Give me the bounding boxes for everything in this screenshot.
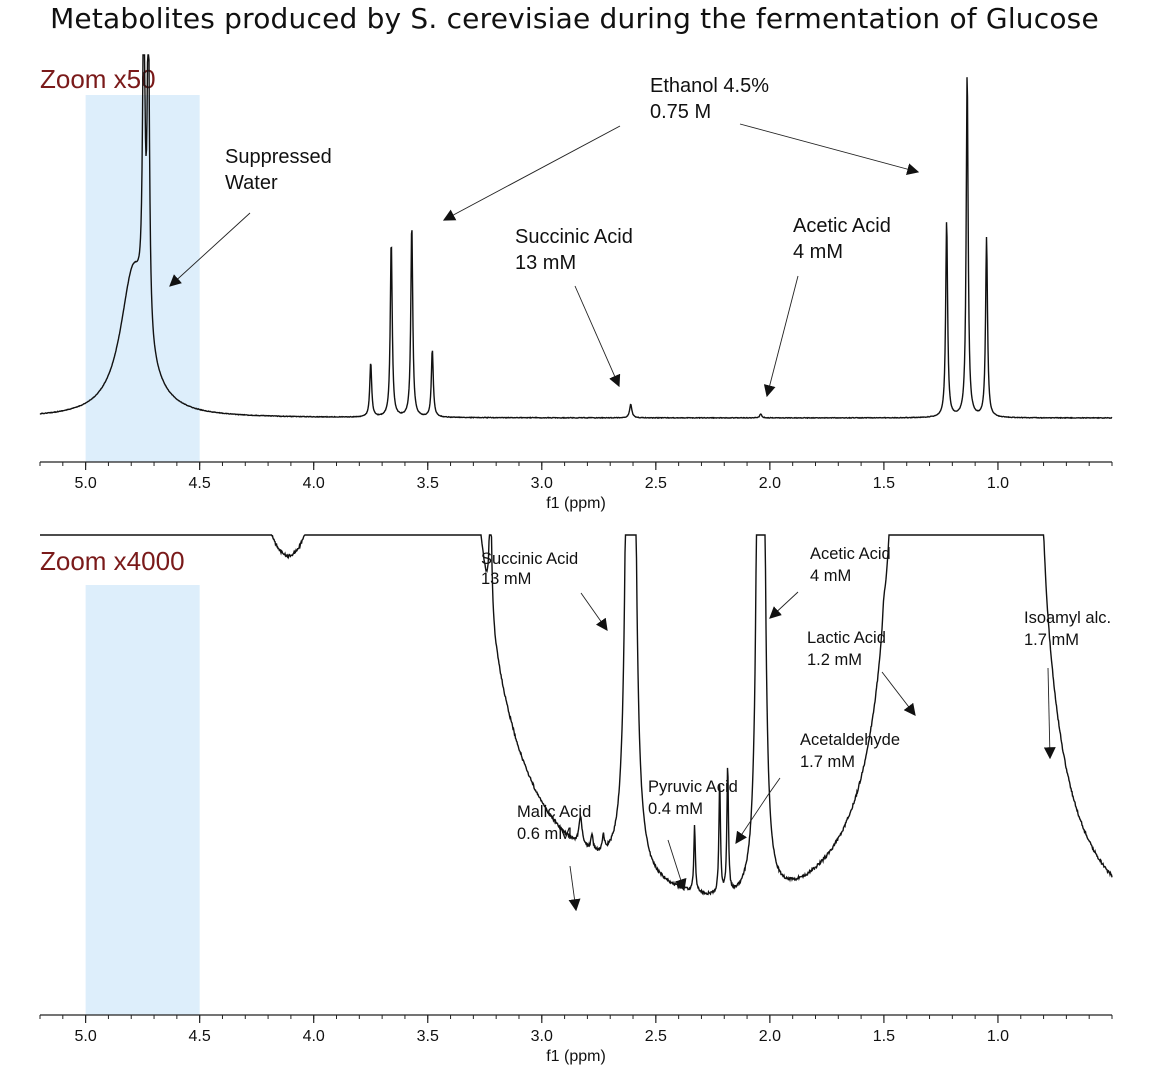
x-tick-label: 2.0 bbox=[759, 475, 781, 492]
annotation-text: 1.2 mM bbox=[807, 651, 862, 669]
annotation-arrow bbox=[574, 285, 621, 388]
annotation: Acetic Acid 4 mM bbox=[763, 215, 891, 398]
annotation-text: 0.4 mM bbox=[648, 800, 703, 818]
x-tick-label: 3.5 bbox=[417, 1028, 439, 1045]
annotation: Ethanol 4.5% 0.75 M bbox=[442, 75, 920, 221]
x-tick-label: 3.0 bbox=[531, 475, 553, 492]
x-tick-label: 2.5 bbox=[645, 475, 667, 492]
annotation-arrow bbox=[881, 671, 916, 716]
annotation: Suppressed Water bbox=[169, 146, 332, 287]
x-axis-title: f1 (ppm) bbox=[546, 1048, 606, 1065]
x-tick-label: 4.5 bbox=[189, 1028, 211, 1045]
x-tick-label: 2.5 bbox=[645, 1028, 667, 1045]
annotation-text: Lactic Acid bbox=[807, 629, 886, 647]
chart-title: Metabolites produced by S. cerevisiae du… bbox=[50, 2, 1099, 35]
annotation-text: Acetic Acid bbox=[793, 215, 891, 237]
spectrum-line bbox=[40, 534, 1113, 896]
x-tick-label: 4.0 bbox=[303, 1028, 325, 1045]
annotation-text: 4 mM bbox=[810, 567, 851, 585]
annotation-text: 0.75 M bbox=[650, 101, 711, 123]
annotation: Succinic Acid 13 mM bbox=[515, 226, 633, 388]
x-tick-label: 4.5 bbox=[189, 475, 211, 492]
annotation-text: Acetic Acid bbox=[810, 545, 891, 563]
annotation-arrow bbox=[580, 592, 608, 631]
x-tick-label: 3.5 bbox=[417, 475, 439, 492]
annotation-arrow bbox=[568, 865, 581, 912]
x-axis-title: f1 (ppm) bbox=[546, 495, 606, 512]
annotation-text: 1.7 mM bbox=[1024, 631, 1079, 649]
x-tick-label: 1.0 bbox=[987, 475, 1009, 492]
x-tick-label: 5.0 bbox=[74, 1028, 96, 1045]
annotation-text: Isoamyl alc. bbox=[1024, 609, 1111, 627]
x-tick-label: 2.0 bbox=[759, 1028, 781, 1045]
annotation: Isoamyl alc. 1.7 mM bbox=[1024, 609, 1111, 760]
spectrum-line bbox=[39, 54, 1113, 420]
annotation-arrow bbox=[667, 839, 687, 892]
annotation-arrow bbox=[769, 591, 799, 619]
annotation: Lactic Acid 1.2 mM bbox=[807, 629, 916, 716]
annotation-text: Pyruvic Acid bbox=[648, 778, 738, 796]
x-tick-label: 1.5 bbox=[873, 475, 895, 492]
annotation-text: 13 mM bbox=[515, 252, 576, 274]
annotation-text: 0.6 mM bbox=[517, 825, 572, 843]
zoom-label: Zoom x4000 bbox=[40, 546, 185, 576]
annotation-text: Acetaldehyde bbox=[800, 731, 900, 749]
annotation-arrow bbox=[442, 125, 621, 221]
panel-zoom-x4000: Zoom x4000 5.0 4.5 4.0 3.5 3.0 2.5 2.0 1.5 1.0 f1 … bbox=[39, 534, 1113, 1065]
x-tick-label: 1.0 bbox=[987, 1028, 1009, 1045]
annotation-arrow bbox=[1043, 667, 1056, 760]
annotation-text: Succinic Acid bbox=[481, 550, 578, 568]
annotation-arrow bbox=[735, 777, 781, 844]
annotation-text: Succinic Acid bbox=[515, 226, 633, 248]
annotation-text: 1.7 mM bbox=[800, 753, 855, 771]
x-tick-label: 5.0 bbox=[74, 475, 96, 492]
annotation: Acetic Acid 4 mM bbox=[769, 545, 891, 619]
annotation-arrow bbox=[739, 123, 920, 175]
x-tick-label: 1.5 bbox=[873, 1028, 895, 1045]
annotation-text: Ethanol 4.5% bbox=[650, 75, 769, 97]
x-tick-label: 3.0 bbox=[531, 1028, 553, 1045]
annotation-text: Malic Acid bbox=[517, 803, 591, 821]
panel-zoom-x50: Zoom x50 5.0 4.5 4.0 3.5 3.0 2.5 2.0 1.5 1.0 f1 (p… bbox=[39, 54, 1113, 512]
zoom-label: Zoom x50 bbox=[40, 64, 156, 94]
annotation-text: 4 mM bbox=[793, 241, 843, 263]
annotation: Malic Acid 0.6 mM bbox=[517, 803, 591, 912]
x-tick-label: 4.0 bbox=[303, 475, 325, 492]
annotation-text: Water bbox=[225, 172, 278, 194]
annotation-text: Suppressed bbox=[225, 146, 332, 168]
annotation-arrow bbox=[169, 212, 251, 287]
annotation: Succinic Acid 13 mM bbox=[481, 550, 608, 631]
annotation-arrow bbox=[763, 275, 799, 398]
annotation: Acetaldehyde 1.7 mM bbox=[735, 731, 900, 844]
annotation: Pyruvic Acid 0.4 mM bbox=[648, 778, 738, 892]
suppressed-water-region bbox=[85, 585, 200, 1015]
annotation-text: 13 mM bbox=[481, 570, 531, 588]
